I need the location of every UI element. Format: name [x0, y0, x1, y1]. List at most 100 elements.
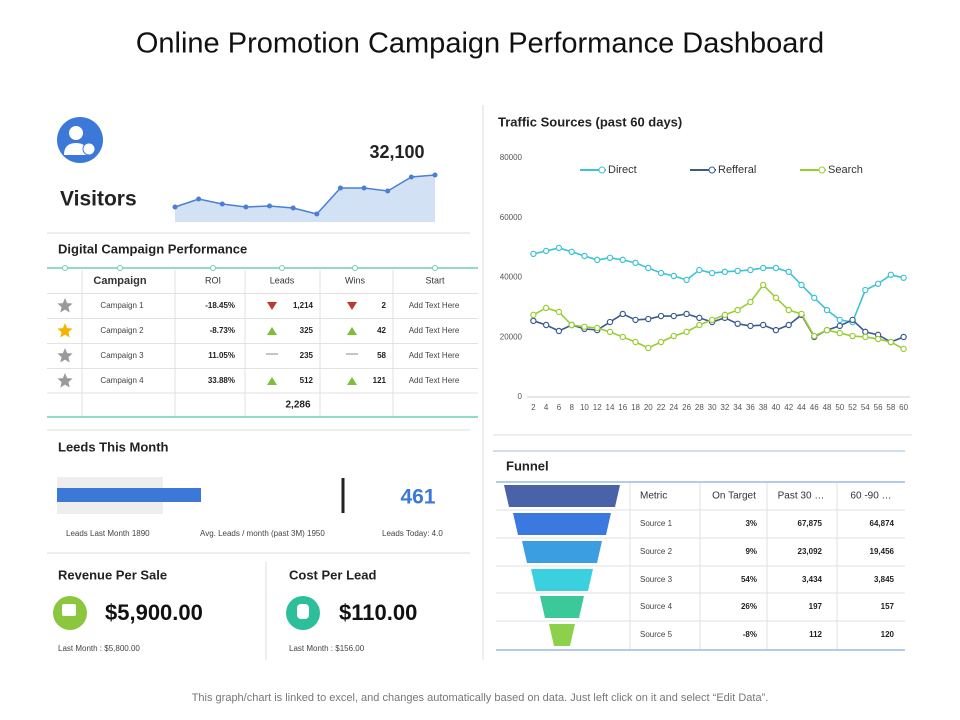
- series-point: [657, 269, 665, 277]
- campaign-leads: 325: [300, 326, 314, 335]
- visitors-point: [267, 203, 273, 209]
- series-point: [581, 252, 588, 260]
- funnel-cell: 120: [881, 630, 895, 639]
- header-dot: [117, 265, 123, 271]
- leads-last-month: Leads Last Month 1890: [66, 529, 150, 538]
- visitor-icon-head: [69, 126, 83, 140]
- series-point: [721, 311, 729, 319]
- visitors-point: [219, 201, 225, 207]
- series-point: [606, 254, 614, 261]
- series-point: [683, 328, 690, 336]
- funnel-header: Metric: [640, 491, 667, 502]
- visitors-point: [243, 204, 249, 210]
- series-point: [696, 321, 703, 329]
- x-tick-label: 34: [733, 403, 742, 412]
- campaign-roi: 11.05%: [208, 351, 235, 360]
- x-tick-label: 6: [557, 403, 562, 412]
- trend-down: [347, 302, 357, 310]
- visitors-point: [361, 185, 367, 191]
- campaign-leads: 512: [300, 376, 314, 385]
- campaign-start: Add Text Here: [409, 376, 460, 385]
- column-header: ROI: [205, 275, 221, 285]
- x-tick-label: 36: [746, 403, 755, 412]
- funnel-stage: [513, 513, 611, 535]
- cost-icon-glyph: [297, 604, 309, 619]
- x-tick-label: 4: [544, 403, 549, 412]
- series-point: [798, 281, 805, 289]
- x-tick-label: 56: [874, 403, 883, 412]
- visitors-point: [290, 205, 296, 211]
- series-point: [683, 310, 690, 318]
- leads-today-value: 461: [400, 486, 435, 509]
- legend-label: Search: [828, 164, 863, 176]
- x-tick-label: 42: [784, 403, 793, 412]
- x-tick-label: 58: [886, 403, 895, 412]
- funnel-header: Past 30 …: [778, 491, 825, 502]
- series-point: [530, 250, 537, 258]
- funnel-stage: [504, 485, 620, 507]
- funnel-cell: 26%: [741, 602, 757, 611]
- legend-label: Refferal: [718, 164, 756, 176]
- campaign-wins: 42: [377, 326, 386, 335]
- funnel-cell: 67,875: [798, 519, 823, 528]
- series-point: [900, 274, 907, 281]
- series-point: [862, 286, 869, 294]
- series-point: [645, 264, 652, 272]
- campaign-roi: -8.73%: [210, 326, 235, 335]
- campaign-wins: 2: [382, 301, 387, 310]
- funnel-cell: Source 5: [640, 630, 673, 639]
- x-tick-label: 12: [593, 403, 602, 412]
- funnel-cell: 23,092: [798, 547, 823, 556]
- series-point: [645, 344, 652, 352]
- x-tick-label: 16: [618, 403, 627, 412]
- funnel-cell: 112: [809, 630, 822, 639]
- campaign-name: Campaign 3: [100, 351, 144, 360]
- series-point: [887, 271, 895, 279]
- y-tick-label: 60000: [500, 213, 523, 222]
- series-point: [530, 317, 537, 325]
- revenue-title: Revenue Per Sale: [58, 567, 167, 582]
- column-header: Wins: [345, 275, 365, 285]
- series-point: [542, 304, 550, 312]
- series-point: [836, 329, 843, 337]
- funnel-cell: Source 1: [640, 519, 673, 528]
- column-header: Start: [425, 275, 445, 285]
- funnel-header: On Target: [712, 491, 756, 502]
- leads-title: Leeds This Month: [58, 439, 169, 454]
- series-point: [772, 294, 780, 302]
- footer-note: This graph/chart is linked to excel, and…: [192, 692, 769, 704]
- column-header: Campaign: [93, 275, 146, 287]
- series-point: [632, 259, 639, 267]
- funnel-stage: [531, 569, 593, 591]
- series-point: [811, 332, 818, 340]
- funnel-cell: 9%: [745, 547, 757, 556]
- x-tick-label: 50: [835, 403, 844, 412]
- funnel-stage: [522, 541, 602, 563]
- funnel-cell: Source 3: [640, 575, 673, 584]
- funnel-cell: 3%: [745, 519, 757, 528]
- funnel-cell: Source 4: [640, 602, 673, 611]
- series-point: [823, 306, 831, 314]
- series-point: [772, 326, 780, 334]
- series-point: [568, 321, 575, 329]
- x-tick-label: 40: [771, 403, 780, 412]
- x-tick-label: 52: [848, 403, 857, 412]
- visitors-point: [172, 204, 178, 210]
- series-point: [887, 338, 895, 346]
- series-point: [862, 328, 869, 336]
- series-point: [619, 333, 626, 341]
- series-point: [747, 322, 754, 330]
- visitor-icon: [57, 117, 103, 163]
- campaign-name: Campaign 2: [100, 326, 144, 335]
- series-point: [657, 338, 665, 346]
- series-point: [874, 335, 882, 343]
- campaign-name: Campaign 1: [100, 301, 144, 310]
- cost-title: Cost Per Lead: [289, 567, 376, 582]
- series-point: [811, 294, 818, 302]
- series-point: [874, 280, 882, 287]
- star-icon: [57, 298, 73, 313]
- legend-marker: [818, 166, 826, 174]
- header-dot: [352, 265, 358, 271]
- funnel-cell: 3,845: [874, 575, 895, 584]
- series-point: [670, 272, 678, 280]
